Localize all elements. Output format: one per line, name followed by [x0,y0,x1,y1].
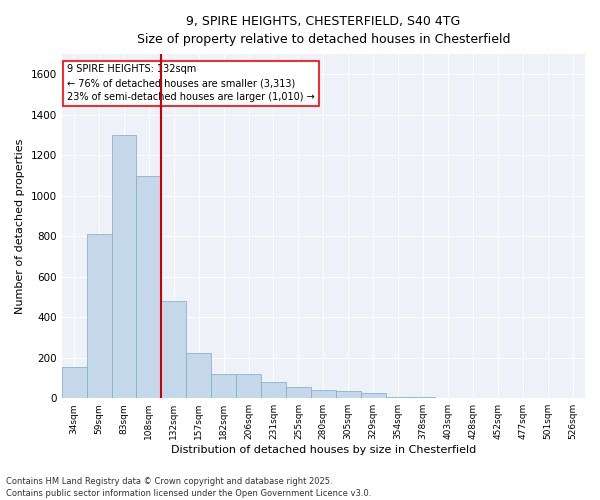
Y-axis label: Number of detached properties: Number of detached properties [15,138,25,314]
Bar [112,135,136,398]
Bar [62,367,86,398]
Bar [361,393,386,398]
X-axis label: Distribution of detached houses by size in Chesterfield: Distribution of detached houses by size … [171,445,476,455]
Bar [86,234,112,398]
Bar [236,374,261,398]
Text: Contains HM Land Registry data © Crown copyright and database right 2025.
Contai: Contains HM Land Registry data © Crown c… [6,476,371,498]
Bar [136,176,161,398]
Text: 9 SPIRE HEIGHTS: 132sqm
← 76% of detached houses are smaller (3,313)
23% of semi: 9 SPIRE HEIGHTS: 132sqm ← 76% of detache… [67,64,314,102]
Bar [386,396,410,398]
Bar [186,352,211,398]
Bar [211,374,236,398]
Title: 9, SPIRE HEIGHTS, CHESTERFIELD, S40 4TG
Size of property relative to detached ho: 9, SPIRE HEIGHTS, CHESTERFIELD, S40 4TG … [137,15,510,46]
Bar [286,387,311,398]
Bar [161,301,186,398]
Bar [336,391,361,398]
Bar [261,382,286,398]
Bar [311,390,336,398]
Bar [410,397,436,398]
